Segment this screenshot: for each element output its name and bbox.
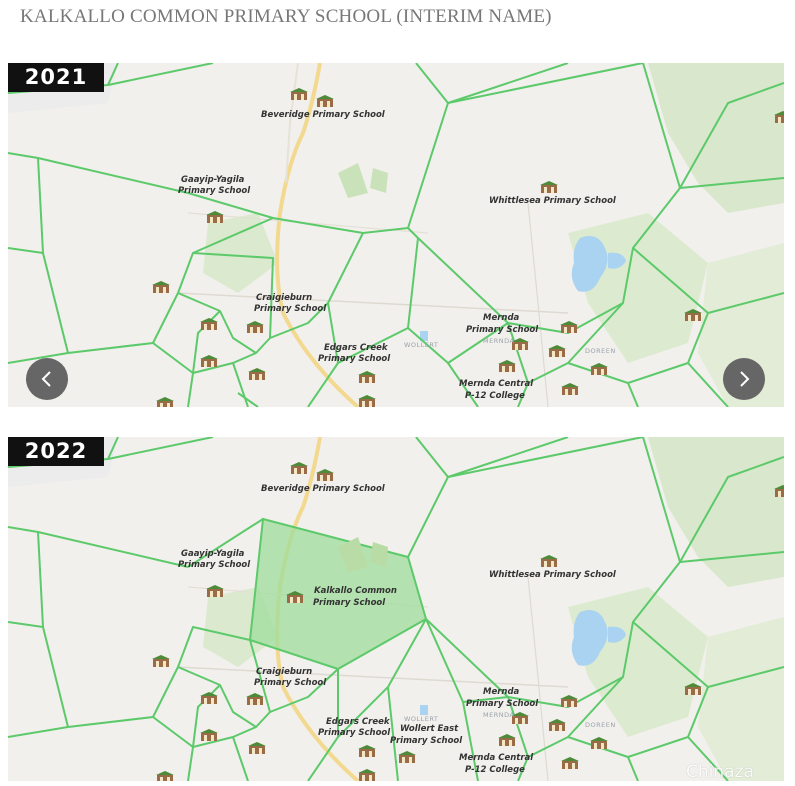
school-label-gaayip-line2: Primary School <box>178 186 251 196</box>
map-canvas-2022: Beveridge Primary School Gaayip-Yagila P… <box>8 437 784 781</box>
school-icon <box>206 585 224 597</box>
school-icon <box>684 683 702 695</box>
school-icon <box>540 555 558 567</box>
school-icon <box>511 338 529 350</box>
school-icon <box>511 712 529 724</box>
school-icon <box>548 719 566 731</box>
school-label-wollert-east-line1: Wollert East <box>400 724 459 734</box>
school-icon <box>590 363 608 375</box>
school-label-kalkallo-line1: Kalkallo Common <box>314 586 397 596</box>
school-icon <box>548 345 566 357</box>
school-label-mernda-central-line2: P-12 College <box>465 765 525 775</box>
school-icon-group <box>152 88 784 407</box>
school-icon <box>316 95 334 107</box>
school-icon <box>358 745 376 757</box>
school-icon <box>774 485 784 497</box>
school-label-mernda-central-line1: Mernda Central <box>459 753 534 763</box>
school-icon <box>774 111 784 123</box>
school-icon <box>358 395 376 407</box>
carousel-prev-button[interactable] <box>26 358 68 400</box>
school-icon-group <box>152 462 784 781</box>
map-2021[interactable]: Beveridge Primary School Gaayip-Yagila P… <box>8 63 784 407</box>
school-label-edgars-line2: Primary School <box>318 354 391 364</box>
chevron-right-icon <box>740 371 750 387</box>
school-label-mernda-line2: Primary School <box>466 699 539 709</box>
school-label-mernda-central-line1: Mernda Central <box>459 379 534 389</box>
school-label-edgars-line2: Primary School <box>318 728 391 738</box>
place-label-doreen: DOREEN <box>585 721 616 729</box>
watermark: Chinaza <box>686 762 754 782</box>
school-label-mernda-line1: Mernda <box>483 687 520 697</box>
school-icon <box>290 88 308 100</box>
school-icon <box>152 281 170 293</box>
place-label-wollert: WOLLERT <box>404 341 438 349</box>
map-canvas-2021: Beveridge Primary School Gaayip-Yagila P… <box>8 63 784 407</box>
school-label-edgars-line1: Edgars Creek <box>326 717 391 727</box>
place-label-wollert: WOLLERT <box>404 715 438 723</box>
carousel-next-button[interactable] <box>723 358 765 400</box>
school-icon <box>316 469 334 481</box>
school-label-wollert-east-line2: Primary School <box>390 736 463 746</box>
school-icon <box>156 397 174 407</box>
school-icon <box>248 368 266 380</box>
school-icon <box>498 360 516 372</box>
school-icon <box>358 769 376 781</box>
place-label-mernda: MERNDA <box>483 711 514 719</box>
school-icon <box>246 321 264 333</box>
school-label-whittlesea: Whittlesea Primary School <box>489 570 617 580</box>
year-badge: 2022 <box>8 437 104 466</box>
school-icon <box>684 309 702 321</box>
school-icon <box>200 318 218 330</box>
school-label-mernda-central-line2: P-12 College <box>465 391 525 401</box>
school-icon <box>246 693 264 705</box>
school-icon <box>152 655 170 667</box>
school-label-beveridge: Beveridge Primary School <box>261 110 386 120</box>
school-label-beveridge: Beveridge Primary School <box>261 484 386 494</box>
school-icon-kalkallo <box>286 591 304 603</box>
school-icon <box>590 737 608 749</box>
school-label-edgars-line1: Edgars Creek <box>324 343 389 353</box>
school-icon <box>156 771 174 781</box>
school-icon <box>561 757 579 769</box>
school-label-craigieburn-line1: Craigieburn <box>256 667 312 677</box>
place-label-mernda: MERNDA <box>483 337 514 345</box>
school-icon <box>200 692 218 704</box>
school-icon <box>200 355 218 367</box>
chevron-left-icon <box>41 371 51 387</box>
school-label-whittlesea: Whittlesea Primary School <box>489 196 617 206</box>
school-icon <box>560 695 578 707</box>
school-label-gaayip-line1: Gaayip-Yagila <box>181 175 245 185</box>
school-label-gaayip-line1: Gaayip-Yagila <box>181 549 245 559</box>
school-icon <box>398 751 416 763</box>
school-icon <box>248 742 266 754</box>
year-badge: 2021 <box>8 63 104 92</box>
school-icon <box>560 321 578 333</box>
school-icon <box>561 383 579 395</box>
school-label-craigieburn-line2: Primary School <box>254 678 327 688</box>
school-icon <box>200 729 218 741</box>
school-icon <box>358 371 376 383</box>
page-title: KALKALLO COMMON PRIMARY SCHOOL (INTERIM … <box>20 6 552 27</box>
school-icon <box>206 211 224 223</box>
school-label-craigieburn-line1: Craigieburn <box>256 293 312 303</box>
school-label-mernda-line1: Mernda <box>483 313 520 323</box>
school-icon <box>290 462 308 474</box>
school-label-kalkallo-line2: Primary School <box>313 598 386 608</box>
school-label-mernda-line2: Primary School <box>466 325 539 335</box>
school-icon <box>498 734 516 746</box>
school-label-craigieburn-line2: Primary School <box>254 304 327 314</box>
place-label-doreen: DOREEN <box>585 347 616 355</box>
map-2022[interactable]: Beveridge Primary School Gaayip-Yagila P… <box>8 437 784 781</box>
school-label-gaayip-line2: Primary School <box>178 560 251 570</box>
school-icon <box>540 181 558 193</box>
